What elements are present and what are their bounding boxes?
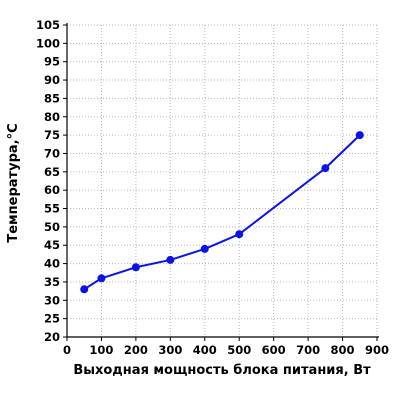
tick-marks bbox=[63, 24, 378, 341]
x-tick-label: 0 bbox=[63, 343, 71, 357]
y-tick-label: 80 bbox=[44, 110, 60, 124]
x-tick-label: 900 bbox=[365, 343, 389, 357]
axes bbox=[66, 23, 379, 338]
grid bbox=[67, 24, 378, 337]
x-tick-labels: 0 100 200 300 400 500 600 700 800 900 bbox=[63, 343, 389, 357]
data-point bbox=[97, 274, 106, 283]
x-axis-label: Выходная мощность блока питания, Вт bbox=[73, 363, 371, 378]
y-tick-label: 90 bbox=[44, 73, 60, 87]
x-tick-label: 200 bbox=[124, 343, 148, 357]
x-tick-label: 800 bbox=[331, 343, 355, 357]
data-point bbox=[80, 285, 89, 294]
y-tick-label: 45 bbox=[44, 238, 60, 252]
y-tick-label: 55 bbox=[44, 202, 60, 216]
y-tick-label: 30 bbox=[44, 293, 60, 307]
y-tick-label: 20 bbox=[44, 330, 60, 344]
y-tick-label: 85 bbox=[44, 91, 60, 105]
x-tick-label: 700 bbox=[296, 343, 320, 357]
y-tick-label: 35 bbox=[44, 275, 60, 289]
y-tick-label: 60 bbox=[44, 183, 60, 197]
data-point bbox=[166, 255, 175, 264]
data-point bbox=[355, 131, 364, 140]
data-point bbox=[200, 244, 209, 253]
x-tick-label: 600 bbox=[262, 343, 286, 357]
y-tick-label: 105 bbox=[36, 18, 60, 32]
y-tick-labels: 20 25 30 35 40 45 50 55 60 65 70 75 80 85 90 95 100 105 bbox=[36, 18, 60, 344]
y-tick-label: 100 bbox=[36, 36, 60, 50]
y-tick-label: 75 bbox=[44, 128, 60, 142]
data-point bbox=[131, 263, 140, 272]
y-tick-label: 40 bbox=[44, 257, 60, 271]
series-line bbox=[83, 134, 361, 291]
x-tick-label: 400 bbox=[193, 343, 217, 357]
data-point bbox=[321, 164, 330, 173]
y-tick-label: 65 bbox=[44, 165, 60, 179]
data-point bbox=[235, 230, 244, 239]
x-tick-label: 300 bbox=[158, 343, 182, 357]
series-group bbox=[80, 131, 364, 294]
y-tick-label: 25 bbox=[44, 312, 60, 326]
x-tick-label: 100 bbox=[89, 343, 113, 357]
y-axis-label: Температура,°C bbox=[6, 123, 21, 242]
y-tick-label: 70 bbox=[44, 146, 60, 160]
x-tick-label: 500 bbox=[227, 343, 251, 357]
y-tick-label: 95 bbox=[44, 55, 60, 69]
y-tick-label: 50 bbox=[44, 220, 60, 234]
